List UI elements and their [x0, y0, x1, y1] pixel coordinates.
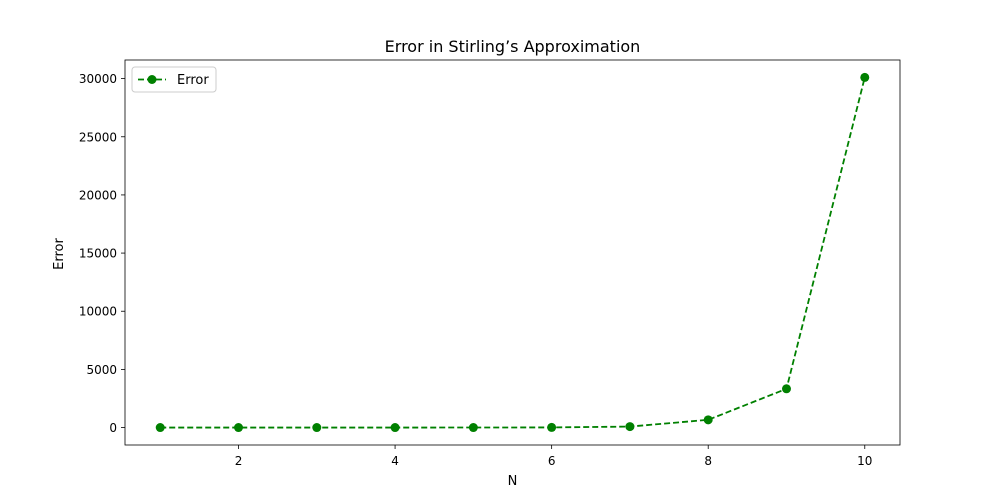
data-point: [703, 415, 713, 425]
x-tick-label: 4: [391, 454, 399, 468]
legend-marker: [147, 75, 157, 84]
x-tick-label: 2: [235, 454, 243, 468]
plot-frame: [124, 59, 901, 446]
data-point: [468, 423, 478, 433]
data-point: [312, 423, 322, 433]
legend-label: Error: [177, 73, 209, 88]
data-point: [860, 72, 870, 82]
y-tick-label: 0: [109, 421, 117, 435]
data-point: [390, 423, 400, 433]
plot-area: 2 4 6 8 10 0 5000 10000 15000 20000 25000 30000: [79, 59, 901, 468]
data-point: [547, 422, 557, 432]
x-tick-label: 6: [548, 454, 556, 468]
y-tick-label: 20000: [79, 188, 117, 202]
legend: Error: [131, 66, 217, 93]
y-tick-label: 30000: [79, 72, 117, 86]
y-tick-label: 5000: [86, 363, 117, 377]
y-tick-label: 15000: [79, 247, 117, 261]
series-line-error: [160, 77, 866, 429]
data-point: [781, 384, 791, 394]
y-tick-label: 10000: [79, 305, 117, 319]
x-tick-label: 10: [857, 454, 872, 468]
chart-title: Error in Stirling’s Approximation: [385, 37, 641, 56]
x-tick-label: 8: [704, 454, 712, 468]
data-point: [234, 423, 244, 433]
data-point: [625, 422, 635, 432]
y-tick-label: 25000: [79, 130, 117, 144]
legend-box: [131, 66, 217, 93]
data-point: [155, 423, 165, 433]
x-axis-label: N: [508, 474, 518, 489]
y-axis-label: Error: [52, 238, 67, 270]
